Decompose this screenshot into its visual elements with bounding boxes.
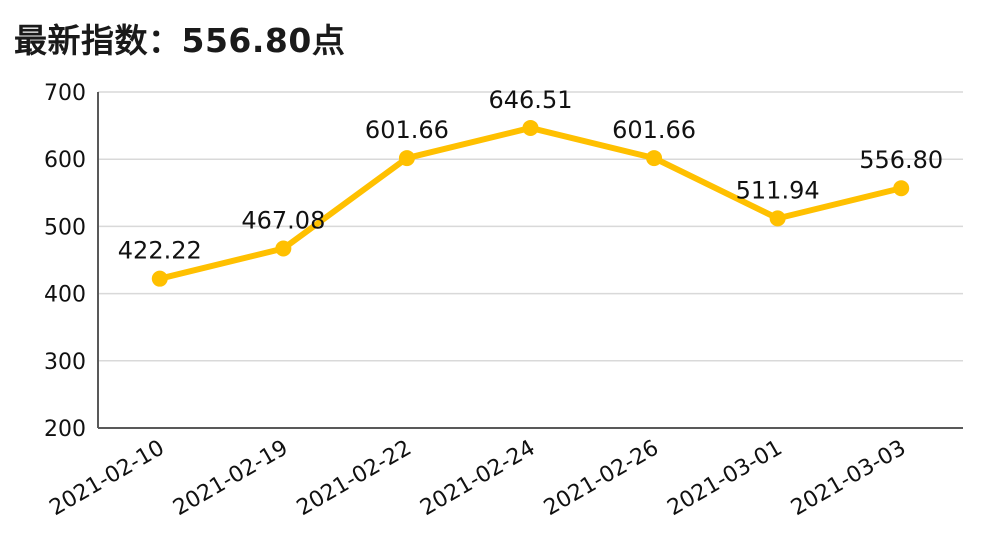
- y-tick-label: 700: [44, 81, 86, 106]
- data-label: 646.51: [489, 86, 573, 114]
- x-tick-label: 2021-03-01: [663, 436, 786, 522]
- y-tick-label: 400: [44, 283, 86, 308]
- data-point: [522, 119, 539, 136]
- page-title: 最新指数：556.80点: [14, 21, 346, 60]
- data-point: [151, 270, 168, 287]
- y-tick-label: 600: [44, 148, 86, 173]
- data-label: 511.94: [736, 176, 820, 204]
- x-tick-label: 2021-02-26: [540, 436, 663, 522]
- data-label: 556.80: [859, 146, 943, 174]
- data-point: [893, 180, 910, 197]
- data-point: [769, 210, 786, 227]
- x-tick-label: 2021-03-03: [787, 436, 910, 522]
- data-label: 601.66: [365, 116, 449, 144]
- data-label: 467.08: [241, 207, 325, 235]
- y-tick-label: 200: [44, 417, 86, 442]
- y-tick-label: 300: [44, 350, 86, 375]
- data-label: 601.66: [612, 116, 696, 144]
- data-point: [646, 150, 663, 167]
- x-tick-label: 2021-02-10: [46, 436, 169, 522]
- data-point: [398, 150, 415, 167]
- x-tick-label: 2021-02-24: [416, 436, 539, 522]
- x-tick-label: 2021-02-19: [169, 436, 292, 522]
- y-tick-label: 500: [44, 215, 86, 240]
- data-point: [275, 240, 292, 257]
- data-label: 422.22: [118, 237, 202, 265]
- x-tick-label: 2021-02-22: [293, 436, 416, 522]
